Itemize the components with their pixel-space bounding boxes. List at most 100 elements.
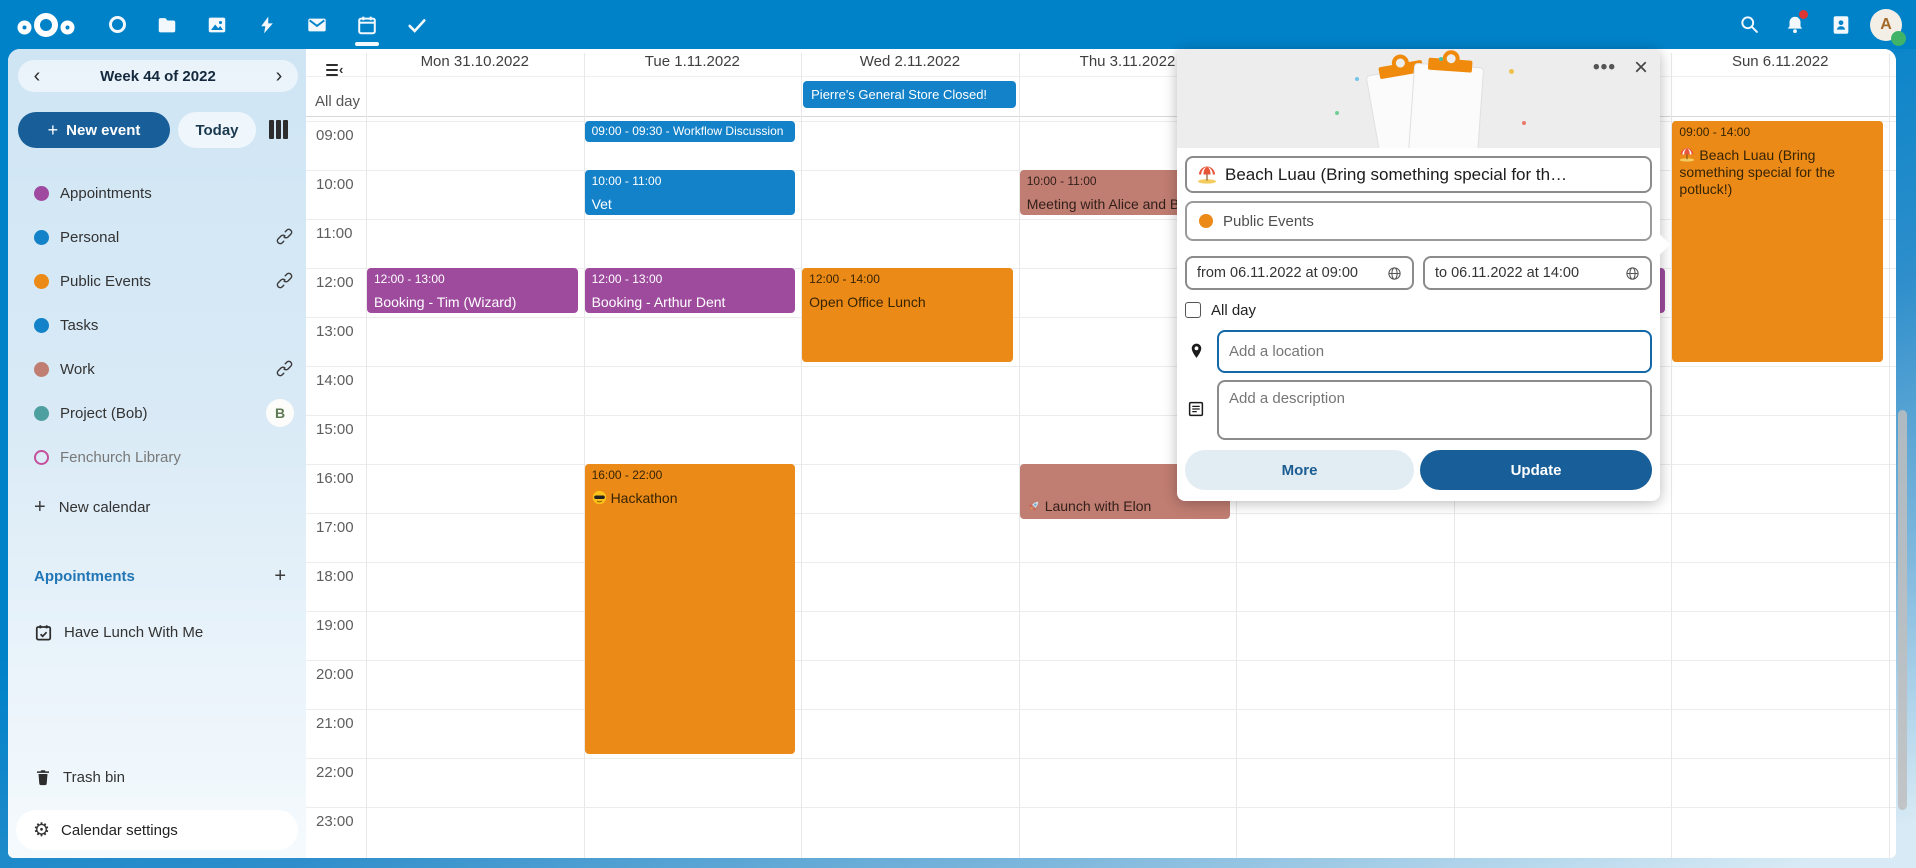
files-icon[interactable] [142,0,192,49]
time-label: 19:00 [316,617,354,634]
calendar-color-dot [1199,214,1213,228]
calendar-event[interactable]: 12:00 - 13:00 Booking - Tim (Wizard) [367,268,578,313]
nextcloud-logo[interactable] [0,0,92,49]
column-separator [801,53,803,858]
popup-actions-menu-icon[interactable]: ••• [1593,57,1616,78]
column-separator [1889,53,1890,858]
calendar-color-dot [34,273,49,289]
day-header: Sun 6.11.2022 [1731,53,1829,70]
gear-icon: ⚙ [33,819,51,841]
calendar-list-item[interactable]: Public Events [8,259,306,303]
activity-icon[interactable] [242,0,292,49]
timezone-globe-icon[interactable] [1387,266,1402,281]
timezone-globe-icon[interactable] [1625,266,1640,281]
allday-event[interactable]: Pierre's General Store Closed! [803,81,1016,108]
location-input[interactable] [1217,330,1652,373]
time-label: 18:00 [316,568,354,585]
calendar-color-dot [34,229,49,245]
photos-icon[interactable] [192,0,242,49]
share-link-icon[interactable] [276,272,293,293]
more-button[interactable]: More [1185,450,1414,490]
time-grid[interactable]: 09:00 10:00 11:00 12:00 13:00 14:00 15:00 16:00… [306,118,1896,858]
column-separator [366,53,367,858]
next-week-button[interactable]: › [275,65,283,87]
event-title-input[interactable]: Beach Luau (Bring something special for … [1185,156,1652,193]
calendar-event[interactable]: 16:00 - 22:00 Hackathon [584,464,796,754]
time-label: 22:00 [316,764,354,781]
update-button[interactable]: Update [1420,450,1652,490]
calendar-color-dot [34,185,49,201]
calendar-event[interactable]: 09:00 - 09:30 - Workflow Discussion [584,121,796,142]
app-content: ‹ Week 44 of 2022 › + New event Today Ap… [8,49,1896,858]
vertical-scrollbar[interactable] [1898,410,1907,810]
event-editor-popup: ••• × Beach Luau (Bring something specia… [1177,49,1671,501]
time-label: 23:00 [316,813,354,830]
calendar-event[interactable]: 12:00 - 13:00 Booking - Arthur Dent [584,268,796,313]
tasks-icon[interactable] [392,0,442,49]
calendar-name: Personal [60,228,120,246]
time-label: 16:00 [316,470,354,487]
time-label: 20:00 [316,666,354,683]
calendar-event[interactable]: 12:00 - 14:00 Open Office Lunch [802,268,1013,362]
appointment-config-item[interactable]: Have Lunch With Me [8,610,306,654]
calendar-event[interactable]: 10:00 - 11:00 Vet [584,170,796,215]
sunglasses-emoji [592,490,606,505]
allday-separator [306,116,1896,117]
dashboard-icon[interactable] [92,0,142,49]
calendar-picker[interactable]: Public Events [1185,201,1652,241]
start-datetime-field[interactable]: from 06.11.2022 at 09:00 [1185,256,1414,290]
new-calendar-button[interactable]: + New calendar [34,495,151,518]
calendar-name: Fenchurch Library [60,448,181,466]
rocket-emoji [1028,501,1039,512]
description-input[interactable] [1217,380,1652,440]
allday-checkbox[interactable] [1185,302,1201,318]
calendar-name: Project (Bob) [60,404,148,422]
popup-close-icon[interactable]: × [1633,54,1648,81]
calendar-name: Tasks [60,316,99,334]
today-button[interactable]: Today [178,112,256,148]
share-link-icon[interactable] [276,228,293,249]
time-label: 13:00 [316,323,354,340]
calendar-name: Appointments [60,184,152,202]
calendar-list-item[interactable]: Tasks [8,303,306,347]
sidebar: ‹ Week 44 of 2022 › + New event Today Ap… [8,49,306,858]
calendar-list-item[interactable]: Work [8,347,306,391]
list-collapse-icon[interactable]: ‹ [326,63,343,76]
calendar-list-item[interactable]: Fenchurch Library [8,435,306,479]
calendar-list-item[interactable]: Personal [8,215,306,259]
week-label: Week 44 of 2022 [100,67,216,85]
week-view-columns-icon[interactable] [269,120,288,139]
add-appointment-config-button[interactable]: + [274,565,286,587]
new-event-button[interactable]: + New event [18,112,170,148]
event-title-value: Beach Luau (Bring something special for … [1225,164,1568,184]
description-icon [1188,401,1204,417]
week-navigation: ‹ Week 44 of 2022 › [18,60,298,92]
calendar-color-dot [34,317,49,333]
calendar-list-item[interactable]: Appointments [8,171,306,215]
location-pin-icon [1191,343,1202,358]
end-datetime-field[interactable]: to 06.11.2022 at 14:00 [1423,256,1652,290]
trash-icon [37,770,49,786]
mail-icon[interactable] [292,0,342,49]
calendar-settings-button[interactable]: ⚙ Calendar settings [16,810,298,850]
avatar[interactable]: A [1870,8,1906,46]
plus-icon: + [47,119,59,140]
search-icon[interactable] [1726,0,1772,49]
notifications-bell-icon[interactable] [1772,0,1818,49]
calendar-name: Work [60,360,95,378]
time-label: 09:00 [316,127,354,144]
calendar-app-icon[interactable] [342,0,392,49]
calendar-event[interactable]: 09:00 - 14:00 Beach Luau (Bring something… [1672,121,1883,362]
column-separator [1018,53,1020,858]
calendar-check-icon [35,624,52,640]
time-label: 11:00 [316,225,353,242]
day-header: Wed 2.11.2022 [859,53,961,70]
calendar-list-item[interactable]: Project (Bob) B [8,391,306,435]
trash-bin-item[interactable]: Trash bin [8,755,306,799]
shared-by-avatar: B [266,399,294,427]
time-label: 14:00 [316,372,354,389]
contacts-icon[interactable] [1818,0,1864,49]
previous-week-button[interactable]: ‹ [33,65,41,87]
share-link-icon[interactable] [276,360,293,381]
allday-label: All day [315,93,361,110]
